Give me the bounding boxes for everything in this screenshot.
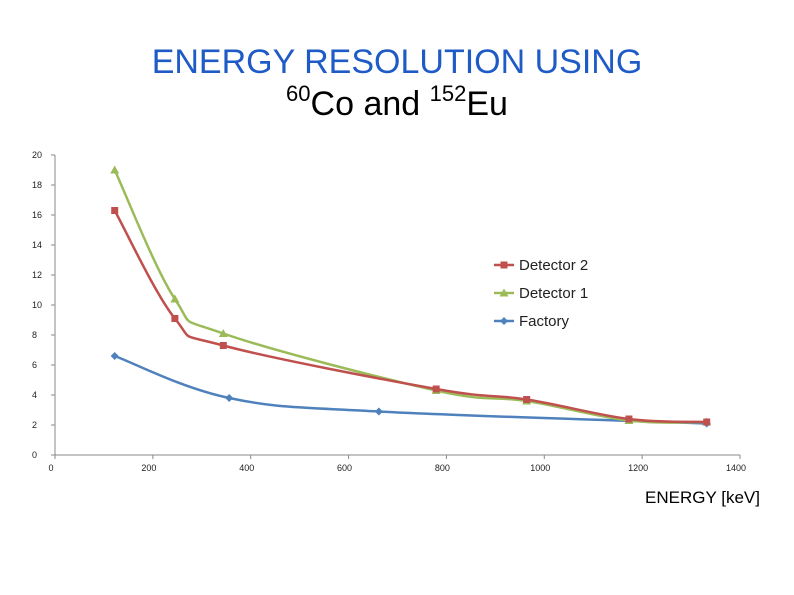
legend-marker-detector-2 [500, 261, 508, 269]
x-tick-label: 200 [141, 463, 156, 473]
data-point-detector-1 [218, 329, 228, 337]
x-tick-label: 1200 [628, 463, 648, 473]
data-point-detector-1 [170, 294, 180, 303]
data-point-detector-2 [523, 396, 531, 403]
y-tick-label: 16 [32, 210, 42, 220]
series-layer [110, 165, 712, 428]
isotope2-symbol: Eu [466, 85, 508, 123]
data-point-detector-2 [171, 315, 179, 322]
x-tick-label: 800 [435, 463, 450, 473]
y-tick-label: 8 [32, 330, 37, 340]
chart-title-line1: ENERGY RESOLUTION USING [151, 43, 643, 81]
y-tick-label: 0 [32, 450, 37, 460]
legend-marker-factory [500, 317, 508, 325]
y-tick-label: 6 [32, 360, 37, 370]
x-tick-label: 0 [48, 463, 53, 473]
x-tick-label: 1400 [726, 463, 746, 473]
legend-label-factory: Factory [519, 313, 570, 330]
y-tick-label: 20 [32, 150, 42, 160]
x-tick-label: 400 [239, 463, 254, 473]
legend: Detector 2 Detector 1 Factory [494, 257, 588, 330]
x-axis-label: ENERGY [keV] [645, 488, 760, 507]
series-line-factory [114, 354, 707, 425]
data-point-detector-2 [219, 342, 227, 349]
chart-title-line2: 60Co and 152Eu [0, 81, 794, 124]
title-and: and [354, 85, 430, 123]
y-tick-label: 10 [32, 300, 42, 310]
data-point-detector-1 [110, 165, 120, 174]
x-tick-label: 600 [337, 463, 352, 473]
y-tick-label: 2 [32, 420, 37, 430]
legend-label-detector-1: Detector 1 [519, 285, 588, 302]
data-point-factory [225, 394, 234, 402]
legend-label-detector-2: Detector 2 [519, 257, 588, 274]
data-point-detector-2 [432, 385, 440, 393]
isotope2-mass: 152 [429, 81, 467, 106]
isotope1-mass: 60 [286, 81, 311, 106]
y-tick-label: 4 [32, 390, 37, 400]
data-point-factory [374, 407, 383, 416]
isotope1-symbol: Co [310, 85, 354, 123]
data-point-detector-2 [703, 418, 711, 426]
y-tick-label: 18 [32, 180, 42, 190]
y-tick-label: 12 [32, 270, 42, 280]
data-point-factory [110, 352, 119, 360]
data-point-detector-2 [625, 415, 633, 423]
y-tick-label: 14 [32, 240, 42, 250]
data-point-detector-2 [111, 207, 119, 214]
legend-marker-detector-1 [499, 288, 509, 297]
x-tick-label: 1000 [530, 463, 550, 473]
